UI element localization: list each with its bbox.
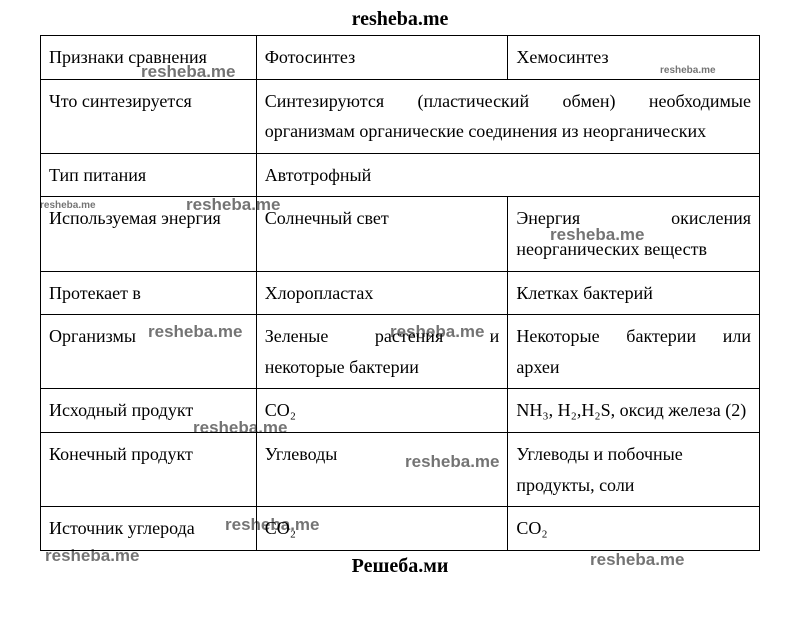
- cell-label: Источник углерода: [41, 507, 257, 551]
- cell-chemo: Некоторые бактерии или археи: [508, 315, 760, 389]
- cell-label: Исходный продукт: [41, 389, 257, 433]
- table-row: Признаки сравнения Фотосинтез Хемосинтез: [41, 36, 760, 80]
- cell-chemo: Энергия окисления неорганических веществ: [508, 197, 760, 271]
- cell-label: Используемая энергия: [41, 197, 257, 271]
- table-row: Протекает в Хлоропластах Клетках бактери…: [41, 271, 760, 315]
- page-bottom-header: Решеба.ми: [0, 551, 800, 586]
- cell-chemo: Клетках бактерий: [508, 271, 760, 315]
- cell-photo: Солнечный свет: [256, 197, 508, 271]
- cell-label: Протекает в: [41, 271, 257, 315]
- cell-merged: Синтезируются (пластический обмен) необх…: [256, 79, 759, 153]
- cell-label: Конечный продукт: [41, 432, 257, 506]
- cell-chemo: CO₂: [508, 507, 760, 551]
- table-row: Организмы Зеленые растения и некоторые б…: [41, 315, 760, 389]
- cell-header-photo: Фотосинтез: [256, 36, 508, 80]
- cell-photo: Зеленые растения и некоторые бактерии: [256, 315, 508, 389]
- table-row: Что синтезируется Синтезируются (пластич…: [41, 79, 760, 153]
- table-row: Конечный продукт Углеводы Углеводы и поб…: [41, 432, 760, 506]
- cell-photo: CO₂: [256, 389, 508, 433]
- table-row: Используемая энергия Солнечный свет Энер…: [41, 197, 760, 271]
- cell-chemo: NH₃, H₂,H₂S, оксид железа (2): [508, 389, 760, 433]
- comparison-table: Признаки сравнения Фотосинтез Хемосинтез…: [40, 35, 760, 551]
- cell-photo: Хлоропластах: [256, 271, 508, 315]
- cell-merged: Автотрофный: [256, 153, 759, 197]
- cell-photo: Углеводы: [256, 432, 508, 506]
- page-top-header: resheba.me: [0, 0, 800, 35]
- table-row: Исходный продукт CO₂ NH₃, H₂,H₂S, оксид …: [41, 389, 760, 433]
- cell-label: Что синтезируется: [41, 79, 257, 153]
- cell-header-criteria: Признаки сравнения: [41, 36, 257, 80]
- cell-label: Организмы: [41, 315, 257, 389]
- cell-header-chemo: Хемосинтез: [508, 36, 760, 80]
- table-container: Признаки сравнения Фотосинтез Хемосинтез…: [0, 35, 800, 551]
- table-row: Тип питания Автотрофный: [41, 153, 760, 197]
- cell-chemo: Углеводы и побочные продукты, соли: [508, 432, 760, 506]
- cell-label: Тип питания: [41, 153, 257, 197]
- cell-photo: CO₂: [256, 507, 508, 551]
- table-row: Источник углерода CO₂ CO₂: [41, 507, 760, 551]
